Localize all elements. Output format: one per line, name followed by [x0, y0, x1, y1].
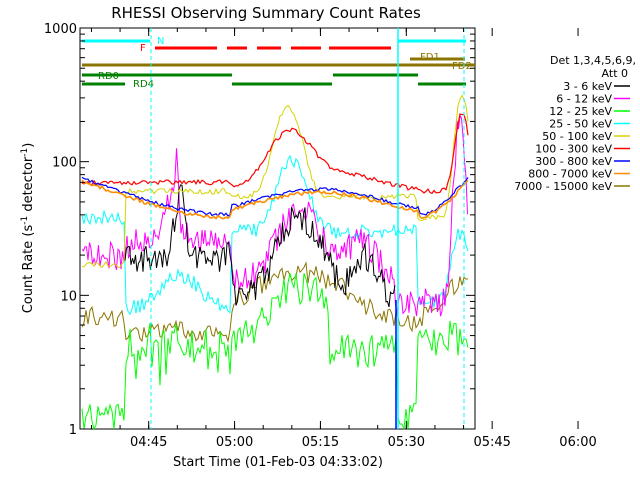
legend-header-2: Att 0 — [602, 67, 628, 80]
flag-label-n: N — [157, 36, 164, 47]
y-axis-title-sup-2: -1 — [20, 148, 30, 157]
x-tick-label: 05:00 — [216, 435, 253, 450]
y-tick-label: 1000 — [44, 22, 77, 37]
legend-entry-label: 800 - 7000 keV — [528, 168, 612, 181]
x-tick-label: 05:30 — [388, 435, 425, 450]
y-tick-label: 100 — [52, 156, 77, 171]
legend-entry-label: 50 - 100 keV — [542, 130, 612, 143]
chart-title: RHESSI Observing Summary Count Rates — [111, 4, 421, 22]
flag-label-rd0: RD0 — [98, 71, 119, 82]
series-line-25-50 — [81, 154, 469, 316]
legend-entry-label: 25 - 50 keV — [549, 118, 612, 131]
legend-entry-label: 100 - 300 keV — [535, 143, 612, 156]
x-tick-label: 05:15 — [302, 435, 339, 450]
legend-entry-label: 300 - 800 keV — [535, 155, 612, 168]
x-tick-label: 06:00 — [559, 435, 596, 450]
legend-header-1: Det 1,3,4,5,6,9, — [550, 54, 636, 67]
x-axis-title: Start Time (01-Feb-03 04:33:02) — [173, 455, 383, 470]
legend-entry-label: 7000 - 15000 keV — [514, 180, 612, 193]
flag-label-rd4: RD4 — [133, 79, 154, 90]
series-line-100-300 — [81, 113, 469, 195]
y-axis-title-sup-1: -1 — [20, 216, 30, 225]
flag-layer: NF FD1 FD2 RD0 RD4 — [82, 28, 475, 429]
series-line-50-100 — [81, 94, 469, 269]
axis-layer: 1 10 100 1000 04:45 05:00 05:15 05:30 05:45 06:00 — [44, 22, 597, 450]
flag-label-fd2: FD2 — [452, 61, 472, 72]
series-layer — [81, 94, 469, 431]
y-tick-label: 1 — [69, 423, 77, 438]
series-line-7000-15000 — [81, 260, 469, 343]
y-axis-title-main: Count Rate (s — [21, 225, 36, 314]
y-tick-label: 10 — [60, 289, 77, 304]
y-axis-title: Count Rate (s-1 detector-1) — [20, 143, 36, 314]
x-tick-label: 04:45 — [130, 435, 167, 450]
y-axis-title-end: ) — [21, 143, 36, 148]
series-line-300-800 — [81, 176, 469, 217]
legend-entry-label: 3 - 6 keV — [563, 80, 612, 93]
series-line-3-6 — [124, 184, 396, 308]
series-line-800-7000 — [81, 179, 469, 220]
legend-entry-label: 6 - 12 keV — [556, 93, 612, 106]
y-axis-title-tail: detector — [21, 156, 36, 216]
series-line-12-25 — [81, 273, 469, 431]
flag-label-fd1: FD1 — [420, 52, 440, 63]
series-line-6-12 — [81, 113, 468, 317]
x-tick-label: 05:45 — [473, 435, 510, 450]
plot-frame — [79, 27, 476, 430]
legend-entry-label: 12 - 25 keV — [549, 105, 612, 118]
flag-label-f: F — [140, 43, 146, 54]
